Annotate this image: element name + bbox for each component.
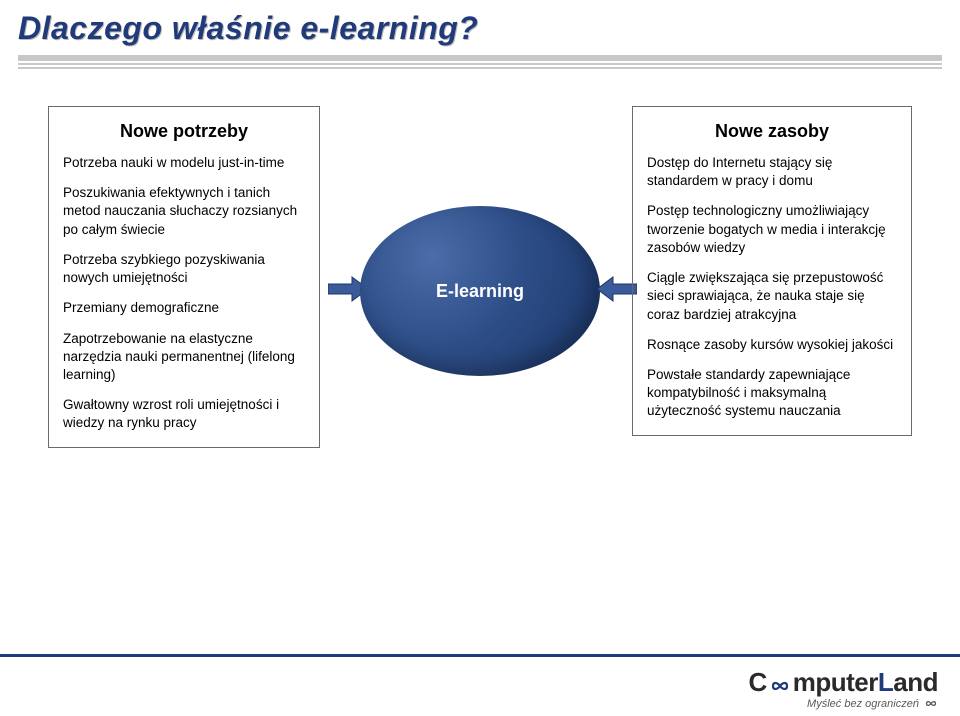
logo-text: CmputerLand — [748, 667, 938, 700]
left-item: Potrzeba szybkiego pozyskiwania nowych u… — [63, 251, 305, 287]
left-box-title: Nowe potrzeby — [63, 121, 305, 142]
rule-thick — [18, 55, 942, 61]
footer-line — [0, 654, 960, 657]
left-item: Zapotrzebowanie na elastyczne narzędzia … — [63, 330, 305, 385]
right-item: Postęp technologiczny umożli­wiający two… — [647, 202, 897, 257]
rule-thin-1 — [18, 63, 942, 65]
rule-thin-2 — [18, 67, 942, 69]
ellipse-label: E-learning — [436, 281, 524, 302]
content-area: Nowe potrzeby Potrzeba nauki w modelu ju… — [0, 96, 960, 646]
logo-part: mputer — [793, 667, 878, 697]
left-box: Nowe potrzeby Potrzeba nauki w modelu ju… — [48, 106, 320, 448]
tagline-text: Myśleć bez ograniczeń — [807, 698, 919, 710]
right-item: Dostęp do Internetu stający się standard… — [647, 154, 897, 190]
right-box-title: Nowe zasoby — [647, 121, 897, 142]
logo-part: L — [878, 667, 893, 697]
left-item: Przemiany demograficzne — [63, 299, 305, 317]
center-ellipse: E-learning — [360, 206, 600, 376]
title-bar: Dlaczego właśnie e-learning? — [0, 0, 960, 51]
right-item: Powstałe standardy zapewnia­jące kompaty… — [647, 366, 897, 421]
right-box: Nowe zasoby Dostęp do Internetu stający … — [632, 106, 912, 436]
infinity-icon — [769, 669, 791, 700]
logo-part: and — [893, 667, 938, 697]
arrow-left-icon — [597, 274, 637, 304]
left-item: Potrzeba nauki w modelu just-in-time — [63, 154, 305, 172]
infinity-small-icon — [924, 699, 938, 708]
left-item: Gwałtowny wzrost roli umiejętności i wie… — [63, 396, 305, 432]
footer: CmputerLand Myśleć bez ograniczeń — [0, 654, 960, 716]
right-item: Ciągle zwiększająca się prze­pustowość s… — [647, 269, 897, 324]
logo: CmputerLand Myśleć bez ograniczeń — [748, 667, 938, 710]
right-item: Rosnące zasoby kursów wysokiej jakości — [647, 336, 897, 354]
logo-part: C — [748, 667, 766, 697]
slide: Dlaczego właśnie e-learning? Nowe potrze… — [0, 0, 960, 716]
ellipse: E-learning — [360, 206, 600, 376]
title-rules — [0, 55, 960, 69]
slide-title: Dlaczego właśnie e-learning? — [18, 10, 942, 47]
left-item: Poszukiwania efektywnych i tanich metod … — [63, 184, 305, 239]
